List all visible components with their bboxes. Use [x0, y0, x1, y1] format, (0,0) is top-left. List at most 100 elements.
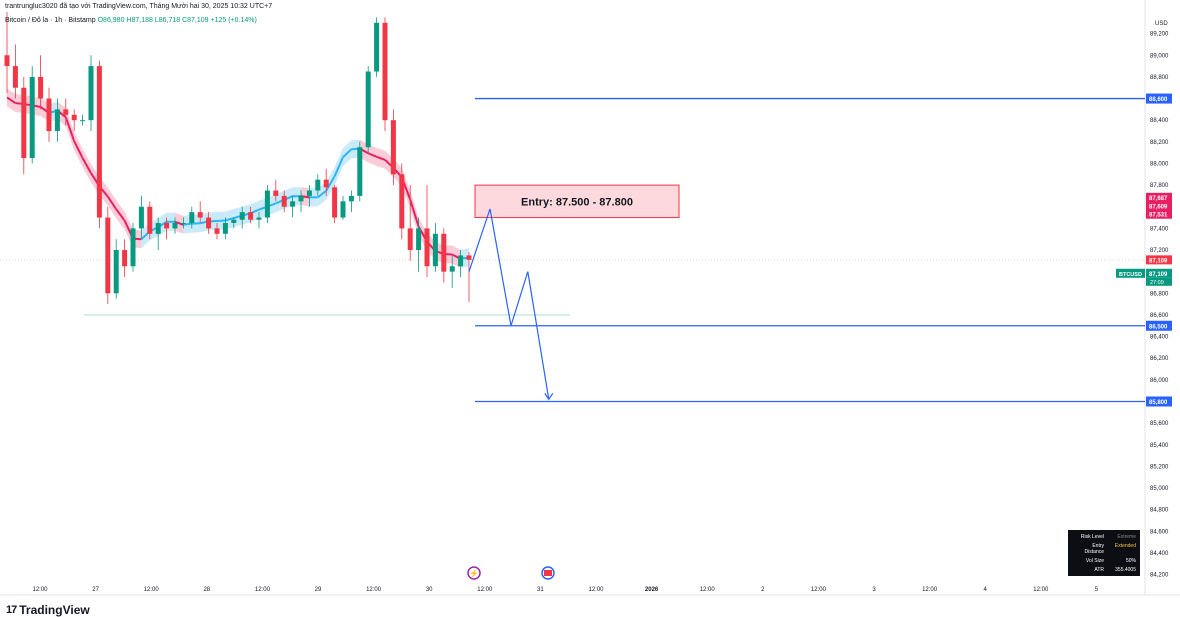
- candle-body[interactable]: [357, 147, 363, 196]
- ma-line-segment: [367, 152, 377, 158]
- candle-body[interactable]: [432, 233, 438, 267]
- ma-line-segment: [174, 220, 184, 226]
- x-tick-label: 12:00: [811, 587, 827, 593]
- candle-body[interactable]: [38, 76, 44, 99]
- candle-body[interactable]: [105, 217, 111, 294]
- candle-body[interactable]: [29, 76, 35, 159]
- candle-body[interactable]: [71, 114, 77, 121]
- candle-body[interactable]: [298, 195, 304, 202]
- y-tick-label: 87,800: [1150, 183, 1169, 189]
- price-level-label: 86,500: [1149, 324, 1168, 330]
- x-tick-label: 12:00: [255, 587, 271, 593]
- candle-body[interactable]: [281, 195, 287, 207]
- candle-body[interactable]: [138, 206, 144, 229]
- projection-arrowhead: [544, 392, 554, 401]
- candle-body[interactable]: [407, 228, 413, 251]
- candle-body[interactable]: [21, 87, 27, 159]
- chart-attribution: trantrungluc3020 đã tạo với TradingView.…: [5, 3, 273, 10]
- candle-body[interactable]: [449, 266, 455, 272]
- entry-zone-label: Entry: 87.500 - 87.800: [521, 196, 633, 208]
- symbol-info: Bitcoin / Đô la · 1h · Bitstamp O86,980 …: [5, 17, 257, 24]
- candle-body[interactable]: [323, 179, 329, 188]
- candle-body[interactable]: [239, 212, 245, 220]
- countdown-label: 27:09: [1150, 280, 1164, 286]
- symbol-tag-label: BTCUSD: [1119, 272, 1142, 278]
- y-tick-label: 87,400: [1150, 226, 1169, 232]
- candle-body[interactable]: [63, 109, 69, 115]
- candle-body[interactable]: [155, 222, 161, 234]
- candle-body[interactable]: [390, 120, 396, 175]
- candle-body[interactable]: [222, 222, 228, 234]
- price-tag: [1146, 209, 1172, 219]
- candle-body[interactable]: [382, 22, 388, 121]
- table-row: Vol Size 50%: [1085, 557, 1136, 564]
- candle-body[interactable]: [54, 109, 60, 132]
- candle-body[interactable]: [206, 217, 212, 229]
- candle-body[interactable]: [416, 228, 422, 251]
- candle-body[interactable]: [365, 71, 371, 148]
- risk-info-table: Risk Level Extreme Entry Distance Extended…: [1068, 530, 1140, 576]
- candle-body[interactable]: [197, 212, 203, 218]
- y-tick-label: 85,000: [1150, 486, 1169, 492]
- y-tick-label: 86,400: [1150, 335, 1169, 341]
- candle-body[interactable]: [80, 120, 86, 122]
- symbol-tag: [1116, 268, 1145, 278]
- candle-body[interactable]: [122, 250, 128, 267]
- candle-body[interactable]: [441, 233, 447, 272]
- candle-body[interactable]: [113, 250, 119, 294]
- price-level-label: 88,600: [1149, 97, 1168, 103]
- ma-line-segment: [6, 96, 16, 104]
- ma-line-segment: [81, 157, 92, 174]
- candle-body[interactable]: [424, 228, 430, 267]
- candle-body[interactable]: [348, 195, 354, 202]
- candle-body[interactable]: [256, 217, 262, 220]
- x-tick-label: 12:00: [32, 587, 48, 593]
- candle-body[interactable]: [130, 228, 136, 267]
- candle-body[interactable]: [214, 228, 220, 234]
- y-tick-label: 89,200: [1150, 32, 1169, 38]
- entry-zone-box[interactable]: [474, 184, 680, 219]
- candle-body[interactable]: [290, 201, 296, 207]
- candle-body[interactable]: [46, 98, 52, 132]
- candle-body[interactable]: [147, 206, 153, 234]
- candle-body[interactable]: [264, 190, 270, 218]
- candle-body[interactable]: [315, 179, 321, 191]
- x-tick-label: 12:00: [588, 587, 604, 593]
- candle-body[interactable]: [231, 219, 237, 223]
- tradingview-logo[interactable]: 17 TradingView: [6, 603, 90, 617]
- candle-body[interactable]: [273, 190, 279, 196]
- candle-body[interactable]: [332, 187, 338, 218]
- y-tick-label: 84,400: [1150, 551, 1169, 557]
- countdown-tag: [1146, 277, 1172, 286]
- event-lightning-icon[interactable]: [467, 566, 481, 580]
- x-tick-label: 12:00: [700, 587, 716, 593]
- candle-body[interactable]: [189, 212, 195, 223]
- candle-body[interactable]: [96, 66, 102, 218]
- candle-body[interactable]: [306, 190, 312, 196]
- candle-body[interactable]: [399, 174, 405, 229]
- x-tick-label: 12:00: [922, 587, 938, 593]
- candle-body[interactable]: [374, 22, 380, 72]
- x-tick-label: 3: [872, 587, 876, 593]
- candle-body[interactable]: [164, 222, 170, 229]
- y-tick-label: 86,200: [1150, 356, 1169, 362]
- candle-body[interactable]: [12, 66, 18, 88]
- price-tag-label: 87,109: [1149, 258, 1168, 264]
- candle-body[interactable]: [458, 255, 464, 267]
- candle-body[interactable]: [466, 255, 472, 260]
- candle-body[interactable]: [180, 222, 186, 224]
- candle-body[interactable]: [248, 212, 254, 220]
- candle-body[interactable]: [88, 66, 94, 121]
- candle-body[interactable]: [340, 201, 346, 218]
- projection-path[interactable]: [468, 208, 550, 400]
- ma-line-segment: [376, 155, 386, 161]
- x-tick-label: 28: [203, 587, 210, 593]
- ma-line-segment: [183, 222, 192, 226]
- y-tick-label: 86,000: [1150, 378, 1169, 384]
- candle-body[interactable]: [172, 222, 178, 229]
- x-tick-label: 29: [315, 587, 322, 593]
- candle-body[interactable]: [4, 55, 10, 67]
- x-tick-label: 2026: [645, 587, 659, 593]
- ohlc-values: O86,980 H87,188 L86,718 C87,109 +125 (+0…: [97, 17, 257, 24]
